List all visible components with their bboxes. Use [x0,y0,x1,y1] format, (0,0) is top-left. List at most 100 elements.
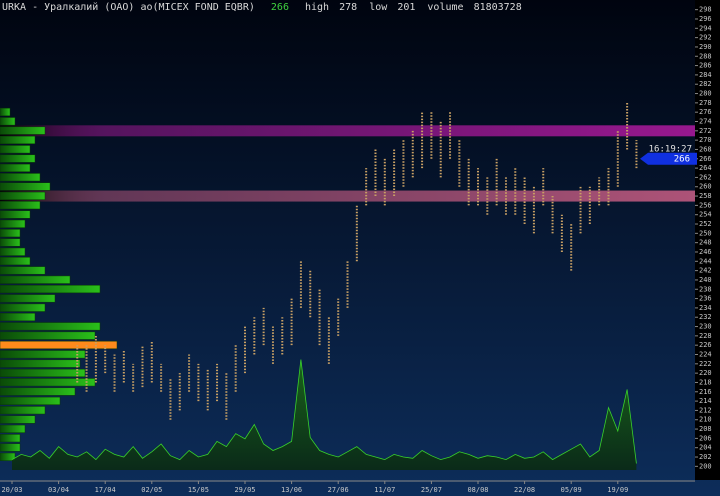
profile-bar [0,331,96,340]
y-tick-label: 266 [699,155,712,163]
profile-bar [0,257,31,266]
y-tick-label: 298 [699,6,712,14]
y-tick-label: 290 [699,43,712,51]
y-tick-label: 248 [699,239,712,247]
last-price-label: 266 [674,154,690,164]
x-tick-label: 11/07 [374,486,395,494]
profile-bar [0,294,56,303]
y-tick-label: 234 [699,304,712,312]
stat-label: volume [427,2,463,13]
stat-value: 81803728 [474,2,522,13]
y-tick-label: 228 [699,332,712,340]
y-tick-label: 240 [699,276,712,284]
header: URKA - Уралкалий (ОАО) ао(MICEX FOND EQB… [2,1,522,13]
y-tick-label: 278 [699,99,712,107]
y-tick-label: 236 [699,295,712,303]
price-band [0,125,695,137]
profile-bar [0,154,36,163]
profile-bar [0,238,21,247]
x-tick-label: 15/05 [188,486,209,494]
profile-bar [0,452,16,461]
y-tick-label: 254 [699,211,712,219]
last-price: 266 [271,2,289,13]
y-tick-label: 276 [699,108,712,116]
profile-bar [0,247,26,256]
profile-bar [0,303,46,312]
y-tick-label: 242 [699,267,712,275]
profile-bar [0,406,46,415]
profile-bar [0,210,31,219]
y-tick-label: 260 [699,183,712,191]
y-tick-label: 200 [699,462,712,470]
y-tick-label: 216 [699,388,712,396]
y-tick-label: 284 [699,71,712,79]
y-tick-label: 224 [699,351,712,359]
x-tick-label: 25/07 [421,486,442,494]
profile-bar [0,285,101,294]
profile-bar [0,434,21,443]
y-tick-label: 256 [699,201,712,209]
profile-bar [0,266,46,275]
volume-area [12,359,637,470]
y-tick-label: 272 [699,127,712,135]
x-tick-label: 02/05 [141,486,162,494]
profile-bar [0,340,118,350]
y-tick-label: 252 [699,220,712,228]
profile-bar [0,201,41,210]
y-tick-label: 238 [699,285,712,293]
profile-bar [0,415,36,424]
profile-bar [0,107,11,117]
profile-bar [0,368,86,377]
profile-bar [0,275,71,284]
y-tick-label: 230 [699,323,712,331]
profile-bar [0,126,46,135]
stat-label: low [369,2,388,13]
x-tick-label: 13/06 [281,486,302,494]
chart-title: URKA - Уралкалий (ОАО) ао(MICEX FOND EQB… [2,1,255,13]
y-tick-label: 268 [699,145,712,153]
y-tick-label: 294 [699,24,712,32]
price-band [0,190,695,202]
y-tick-label: 280 [699,90,712,98]
profile-bar [0,182,51,191]
y-tick-label: 250 [699,229,712,237]
y-tick-label: 246 [699,248,712,256]
profile-bar [0,163,31,172]
profile-bar [0,145,31,154]
x-tick-label: 29/05 [234,486,255,494]
y-tick-label: 270 [699,136,712,144]
price-axis-panel [695,0,720,480]
stat-value: 278 [339,2,357,13]
profile-bar [0,219,26,228]
y-tick-label: 262 [699,173,712,181]
y-tick-label: 288 [699,52,712,60]
y-tick-label: 282 [699,80,712,88]
y-tick-label: 212 [699,406,712,414]
y-tick-label: 226 [699,341,712,349]
time-label: 16:19:27 [649,144,692,154]
profile-bar [0,350,86,359]
y-tick-label: 218 [699,378,712,386]
profile-bar [0,443,21,452]
profile-bar [0,359,81,368]
profile-bar [0,135,36,144]
last-price-marker [640,152,697,165]
x-tick-label: 05/09 [561,486,582,494]
y-tick-label: 214 [699,397,712,405]
profile-bar [0,378,96,387]
x-tick-label: 22/08 [514,486,535,494]
y-tick-label: 220 [699,369,712,377]
y-tick-label: 208 [699,425,712,433]
y-tick-label: 292 [699,34,712,42]
y-tick-label: 204 [699,444,712,452]
y-tick-label: 286 [699,62,712,70]
x-tick-label: 03/04 [48,486,69,494]
profile-bar [0,424,26,433]
stat-label: high [305,2,329,13]
profile-bar [0,191,46,200]
y-tick-label: 232 [699,313,712,321]
y-tick-label: 244 [699,257,712,265]
y-tick-label: 264 [699,164,712,172]
profile-bar [0,312,36,322]
profile-bar [0,173,41,182]
